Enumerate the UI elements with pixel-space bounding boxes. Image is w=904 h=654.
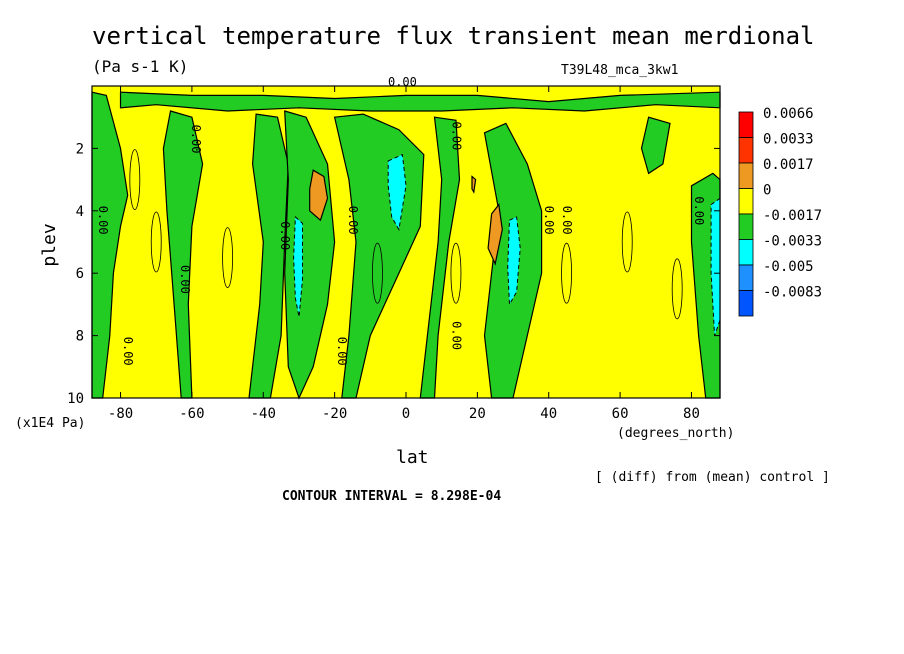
contour-label-12: 0.00 xyxy=(692,196,706,225)
x-tick-label: 80 xyxy=(683,406,700,422)
colorbar-label: -0.0033 xyxy=(763,234,822,250)
colorbar-label: 0.0017 xyxy=(763,157,814,173)
x-tick-label: 40 xyxy=(540,406,557,422)
contour-interval: CONTOUR INTERVAL = 8.298E-04 xyxy=(282,489,502,504)
x-tick-label: -20 xyxy=(322,406,347,422)
colorbar-label: 0.0033 xyxy=(763,132,814,148)
colorbar-swatch xyxy=(738,137,754,164)
x-tick-label: -60 xyxy=(179,406,204,422)
contour-label-11: 0.00 xyxy=(560,206,574,235)
contour-line-5 xyxy=(561,242,572,304)
x-tick-label: 0 xyxy=(402,406,410,422)
colorbar: 0.0066 0.0033 0.0017 0 -0.0017 -0.0033 -0.005 -… xyxy=(738,106,822,317)
contour-label-0: 0.00 xyxy=(96,206,110,235)
contour-region-cyan-p86 xyxy=(710,197,721,336)
contour-line-3 xyxy=(372,242,383,304)
y-axis-label: plev xyxy=(39,223,60,266)
x-axis-label: lat xyxy=(396,447,429,468)
y-axis-unit: (x1E4 Pa) xyxy=(15,416,86,431)
contour-line-0 xyxy=(129,149,141,211)
y-tick-label: 6 xyxy=(76,266,84,282)
x-tick-label: -80 xyxy=(108,406,133,422)
axes: -80 -60 -40 -20 0 20 40 60 80 2 4 6 8 10 xyxy=(67,86,720,422)
contour-label-3: 0.00 xyxy=(189,125,203,154)
contour-region-green-top-band xyxy=(119,91,721,112)
contour-label-10: 0.00 xyxy=(542,206,556,235)
contour-region-cyan-p30 xyxy=(507,216,521,307)
contour-region-orange-m26 xyxy=(309,169,329,222)
contour-line-4 xyxy=(450,242,462,304)
contour-line-2 xyxy=(222,227,233,289)
colorbar-swatch xyxy=(738,213,754,240)
x-tick-label: -40 xyxy=(251,406,276,422)
contour-line-6 xyxy=(621,211,633,273)
y-tick-label: 2 xyxy=(76,141,84,157)
colorbar-label: 0 xyxy=(763,183,771,199)
contour-label-7: 0.00 xyxy=(388,75,417,89)
contour-region-cyan-m30 xyxy=(293,215,303,317)
diff-note: [ (diff) from (mean) control ] xyxy=(595,470,830,485)
contour-label-8: 0.00 xyxy=(449,321,463,350)
x-tick-label: 20 xyxy=(469,406,486,422)
y-tick-label: 8 xyxy=(76,329,84,345)
colorbar-swatch xyxy=(738,188,754,215)
colorbar-swatch xyxy=(738,264,754,291)
colorbar-swatch xyxy=(738,290,754,317)
contour-label-1: 0.00 xyxy=(121,337,135,366)
contour-label-2: 0.00 xyxy=(178,265,192,294)
contour-label-4: 0.00 xyxy=(278,221,292,250)
x-axis-unit: (degrees_north) xyxy=(617,426,735,441)
colorbar-label: -0.0083 xyxy=(763,285,822,301)
y-tick-label: 4 xyxy=(76,204,84,220)
contour-label-5: 0.00 xyxy=(335,337,349,366)
contour-line-1 xyxy=(150,211,162,273)
chart-title: vertical temperature flux transient mean… xyxy=(92,22,815,50)
colorbar-label: 0.0066 xyxy=(763,106,814,122)
colorbar-label: -0.0017 xyxy=(763,208,822,224)
x-tick-label: 60 xyxy=(612,406,629,422)
y-tick-label: 10 xyxy=(67,391,84,407)
contour-line-7 xyxy=(671,258,683,320)
contour-region-orange-p19 xyxy=(471,175,477,194)
colorbar-swatch xyxy=(738,162,754,189)
contour-label-9: 0.00 xyxy=(449,121,463,150)
contour-region-orange-p24 xyxy=(487,203,503,266)
chart-units: (Pa s-1 K) xyxy=(92,57,189,76)
contour-region-green-p70 xyxy=(640,116,671,175)
contour-region-cyan-m3 xyxy=(387,153,407,231)
colorbar-label: -0.005 xyxy=(763,259,814,275)
plot-area: 0.00 0.00 0.00 0.00 0.00 0.00 0.00 0.00 0.00 0.00… xyxy=(91,75,721,400)
run-label: T39L48_mca_3kw1 xyxy=(561,63,679,78)
colorbar-swatch xyxy=(738,239,754,266)
colorbar-swatch xyxy=(738,111,754,138)
contour-label-6: 0.00 xyxy=(346,206,360,235)
